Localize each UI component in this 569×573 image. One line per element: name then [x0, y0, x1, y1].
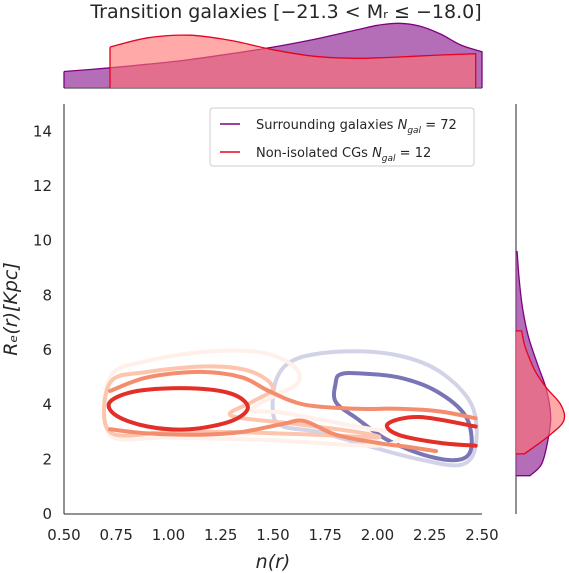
x-tick-label: 1.00 — [152, 526, 185, 544]
x-tick-label: 2.00 — [361, 526, 394, 544]
y-tick-label: 14 — [33, 122, 52, 140]
x-tick-label: 0.75 — [100, 526, 133, 544]
cg-contour-line — [101, 348, 402, 448]
x-axis-label: n(r) — [256, 551, 291, 573]
cg-contour-line — [384, 414, 478, 448]
x-tick-label: 0.50 — [47, 526, 80, 544]
x-tick-label: 1.75 — [309, 526, 342, 544]
right-marginal-panel — [515, 104, 566, 514]
y-tick-label: 10 — [33, 232, 52, 250]
cg-y-density-fill — [516, 330, 565, 454]
cg-contour-line — [101, 364, 382, 440]
top-marginal-panel — [63, 22, 483, 89]
contour-layer — [101, 348, 479, 468]
legend-frame — [209, 107, 475, 167]
y-tick-label: 0 — [42, 505, 52, 523]
legend-label: Surrounding galaxies Ngal = 72 — [256, 118, 457, 136]
surrounding-y-density-line — [516, 250, 552, 477]
y-tick-label: 4 — [42, 396, 52, 414]
x-tick-labels: 0.50 0.75 1.00 1.25 1.50 1.75 2.00 2.25 2.50 — [47, 526, 498, 544]
chart-title: Transition galaxies [−21.3 < Mᵣ ≤ −18.0] — [89, 1, 481, 23]
y-tick-labels: 0 2 4 6 8 10 12 14 — [33, 122, 52, 523]
y-tick-label: 6 — [42, 341, 52, 359]
y-tick-label: 12 — [33, 177, 52, 195]
main-plot-panel: 0.50 0.75 1.00 1.25 1.50 1.75 2.00 2.25 2.50 0 2 4… — [33, 104, 499, 544]
legend: Surrounding galaxies Ngal = 72Non-isolat… — [209, 107, 475, 167]
x-tick-label: 1.25 — [204, 526, 237, 544]
cg-contour-line — [108, 369, 478, 421]
cg-x-density-line — [109, 34, 477, 88]
y-axis-label: Rₑ(r)[Kpc] — [0, 262, 22, 356]
y-tick-label: 8 — [42, 286, 52, 304]
cg-contour-line — [108, 418, 438, 454]
cg-x-density-fill — [110, 35, 476, 88]
cg-y-density-line — [516, 330, 566, 455]
cg-contour-line — [106, 386, 250, 432]
x-tick-label: 1.50 — [256, 526, 289, 544]
x-tick-label: 2.25 — [413, 526, 446, 544]
x-tick-label: 2.50 — [465, 526, 498, 544]
y-tick-label: 2 — [42, 450, 52, 468]
